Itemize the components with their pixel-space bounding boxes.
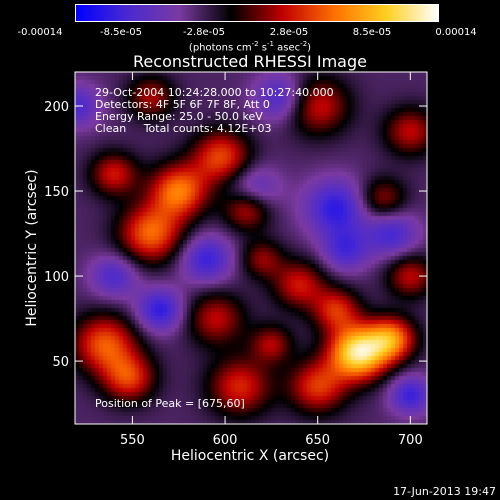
annotation-time-range: 29-Oct-2004 10:24:28.000 to 10:27:40.000 [95,86,334,99]
plot-frame [74,71,428,425]
colorbar-units: (photons cm-2 s-1 asec-2) [188,40,312,54]
colorbar [75,4,439,22]
x-tick-label: 700 [398,433,423,448]
x-axis-label: Heliocentric X (arcsec) [171,448,329,464]
timestamp: 17-Jun-2013 19:47 [393,485,496,498]
annotation-peak-position: Position of Peak = [675,60] [95,397,245,410]
x-tick-label: 600 [213,433,238,448]
y-tick-label: 50 [52,355,69,370]
annotation-detectors: Detectors: 4F 5F 6F 7F 8F, Att 0 [95,98,270,111]
y-axis-ticks: 50 100 150 200 [44,100,427,370]
y-tick-label: 100 [44,270,69,285]
y-axis-label: Heliocentric Y (arcsec) [24,169,40,326]
colorbar-tick: -2.8e-05 [183,27,225,38]
x-tick-label: 650 [305,433,330,448]
annotation-energy: Energy Range: 25.0 - 50.0 keV [95,110,263,123]
y-tick-label: 200 [44,100,69,115]
x-tick-label: 550 [120,433,145,448]
x-axis-ticks: 550 600 650 700 [120,72,423,448]
colorbar-tick: 0.00014 [435,27,477,38]
colorbar-tick: -8.5e-05 [100,27,142,38]
annotation-clean: Clean Total counts: 4.12E+03 [95,122,272,135]
colorbar-tick: 8.5e-05 [352,27,392,38]
y-tick-label: 150 [44,185,69,200]
heatmap-image [75,72,427,424]
chart-title: Reconstructed RHESSI Image [133,52,367,71]
colorbar-tick: -0.00014 [17,27,63,38]
colorbar-tick: 2.8e-05 [269,27,309,38]
